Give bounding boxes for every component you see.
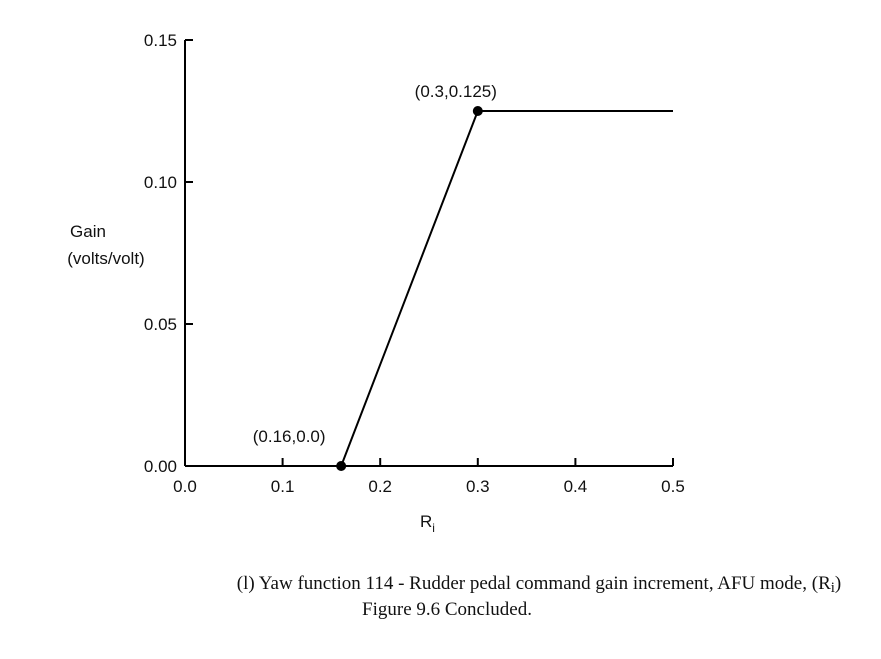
- x-axis-label-subscript: i: [432, 521, 435, 535]
- y-tick-label: 0.10: [144, 173, 177, 192]
- x-tick-label: 0.4: [564, 477, 588, 496]
- annotation: (0.16,0.0): [253, 427, 326, 446]
- point-marker: [336, 461, 347, 471]
- caption-text: (l) Yaw function 114 - Rudder pedal comm…: [237, 573, 831, 594]
- y-axis-label: Gain: [70, 222, 106, 241]
- y-tick-label: 0.15: [144, 31, 177, 50]
- x-axis-label-base: R: [420, 512, 432, 531]
- caption-text: ): [835, 573, 841, 594]
- x-tick-label: 0.5: [661, 477, 685, 496]
- y-axis-label: (volts/volt): [67, 249, 144, 268]
- figure-label: Figure 9.6 Concluded.: [362, 599, 532, 620]
- x-tick-label: 0.1: [271, 477, 295, 496]
- y-tick-label: 0.05: [144, 315, 177, 334]
- caption: (l) Yaw function 114 - Rudder pedal comm…: [237, 573, 842, 596]
- data-line: [185, 110, 673, 467]
- x-axis-label: Ri: [420, 512, 435, 535]
- x-tick-label: 0.3: [466, 477, 490, 496]
- x-tick-label: 0.0: [173, 477, 197, 496]
- x-tick-label: 0.2: [368, 477, 392, 496]
- y-tick-label: 0.00: [144, 457, 177, 476]
- point-marker: [472, 106, 483, 116]
- caption-subscript: i: [831, 580, 835, 596]
- annotation: (0.3,0.125): [415, 82, 497, 101]
